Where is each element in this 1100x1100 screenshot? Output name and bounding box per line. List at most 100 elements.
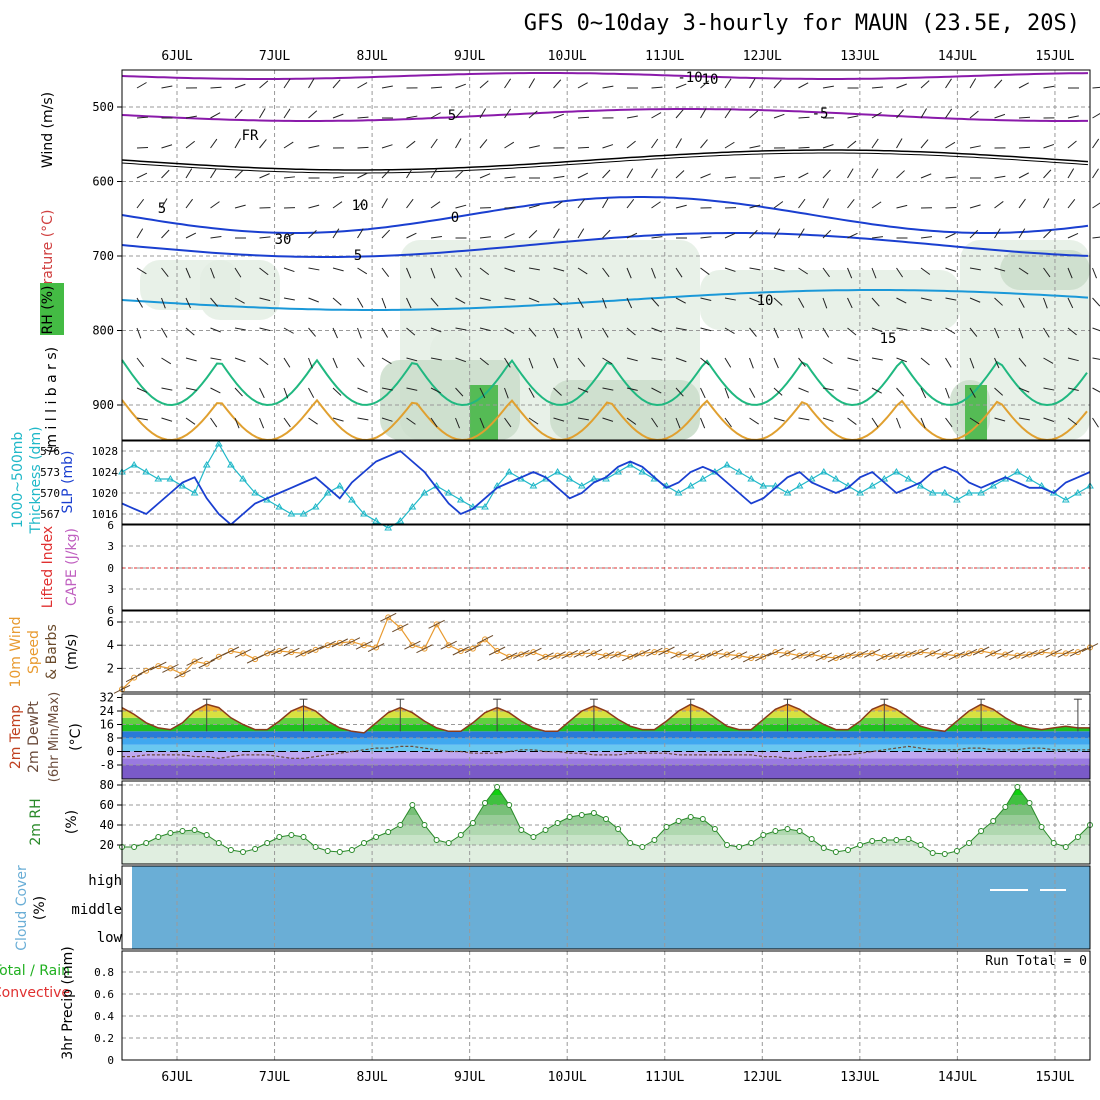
- wind-barb: [822, 327, 830, 338]
- wind-speed-point: [433, 621, 440, 628]
- wind-barb: [945, 327, 956, 335]
- contour-label: 0: [451, 210, 459, 226]
- wind-barb: [602, 417, 614, 422]
- wind-barb: [602, 85, 614, 89]
- surface-wind-barb: [162, 663, 179, 673]
- wind-barb: [234, 387, 243, 397]
- wind-speed-point: [215, 653, 222, 660]
- wind-barb: [871, 138, 879, 149]
- temp-contour-5: [121, 196, 1089, 234]
- wind-barb: [234, 109, 243, 119]
- wind-barb: [259, 327, 271, 332]
- wind-barb: [1018, 198, 1026, 209]
- wind-barb: [528, 417, 539, 425]
- wind-barb: [798, 267, 808, 275]
- rh-point: [990, 818, 997, 824]
- wind-barb: [479, 417, 485, 429]
- wind-barb: [773, 297, 783, 306]
- thickness-point: [819, 468, 828, 475]
- wind-barb: [773, 387, 783, 396]
- rh-point: [857, 842, 864, 848]
- wind-barb: [749, 78, 756, 89]
- rh-point: [881, 837, 888, 843]
- wind-barb: [1092, 168, 1099, 179]
- rh-shade: [200, 260, 280, 320]
- wind-barb: [1067, 115, 1079, 119]
- wind-barb: [920, 297, 932, 301]
- rh-point: [966, 840, 972, 846]
- wind-barb: [871, 168, 879, 179]
- wind10-barbs-label: & Barbs: [44, 624, 60, 680]
- wind-barb: [945, 141, 956, 149]
- wind-barb: [920, 108, 927, 119]
- wind-barb: [185, 232, 197, 239]
- wind-speed-point: [736, 652, 743, 659]
- temp-bands: [122, 704, 1090, 779]
- wind-barb: [822, 169, 831, 179]
- wind-barb: [1018, 387, 1030, 393]
- wind-barb: [1067, 297, 1074, 309]
- wind-barb: [185, 140, 196, 149]
- wind-barb: [626, 232, 638, 239]
- thickness-point: [892, 468, 901, 475]
- wind-barb: [308, 78, 315, 89]
- rh-band: [122, 805, 1090, 815]
- surface-wind-barb: [827, 653, 845, 663]
- surface-wind-barb: [924, 648, 941, 658]
- wind-barb: [161, 357, 172, 365]
- surface-wind-barb: [670, 650, 687, 659]
- thickness-point: [614, 468, 622, 475]
- wind-barb: [724, 387, 730, 399]
- thickness-point: [553, 468, 562, 475]
- thickness-unit-label: Thickness (dm): [28, 426, 44, 534]
- temp-contour-neg10: [121, 72, 1089, 80]
- temp-tick-label: 0: [107, 745, 114, 759]
- wind-barb: [283, 176, 295, 179]
- wind-barb: [406, 267, 412, 279]
- temp-band: [122, 738, 1090, 745]
- wind-barb: [234, 83, 246, 89]
- wind-barb: [308, 417, 318, 425]
- pressure-tick-label: 500: [92, 100, 114, 114]
- wind-barb: [161, 387, 173, 391]
- rh-point: [1014, 784, 1021, 790]
- contour-label: 5: [158, 201, 166, 217]
- wind-barb: [234, 297, 245, 304]
- wind-barb: [455, 109, 464, 119]
- wind-barb: [1043, 387, 1055, 391]
- rh-point: [1074, 834, 1081, 840]
- wind-barb: [430, 387, 442, 394]
- wind-speed-point: [603, 652, 609, 659]
- rh2m-unit-label: (%): [64, 810, 80, 834]
- wind-barb: [847, 140, 857, 149]
- surface-wind-barb: [984, 648, 1002, 658]
- cloud-level-label: high: [88, 873, 122, 889]
- surface-wind-barb: [464, 644, 482, 654]
- thickness-point: [989, 482, 998, 489]
- wind-speed-point: [590, 650, 597, 657]
- wind-speed-point: [687, 652, 694, 659]
- wind-speed-point: [397, 624, 404, 631]
- wind-barb: [430, 357, 442, 361]
- temp-contour-15: [121, 358, 1088, 407]
- wind-barb: [259, 267, 269, 276]
- wind-barb: [161, 417, 173, 422]
- upper-panel-frame: [121, 69, 1091, 441]
- wind-barb: [357, 228, 364, 239]
- wind-barb: [185, 198, 193, 209]
- wind-barb: [994, 201, 1004, 209]
- slp-panel-frame: [121, 440, 1091, 525]
- wind-barb: [700, 327, 712, 332]
- date-label-top: 13JUL: [840, 49, 879, 64]
- wind-barb: [479, 267, 490, 276]
- rh-point: [820, 845, 827, 851]
- wind-speed-point: [869, 650, 876, 657]
- rh2m-label: 2m RH: [28, 798, 44, 845]
- wind-barb: [969, 417, 980, 425]
- wind-barb: [602, 169, 611, 179]
- wind-barb: [430, 297, 439, 307]
- wind-barb: [504, 417, 512, 428]
- surface-wind-barb: [440, 640, 457, 650]
- wind-barb: [259, 387, 265, 399]
- thickness-point: [529, 482, 538, 489]
